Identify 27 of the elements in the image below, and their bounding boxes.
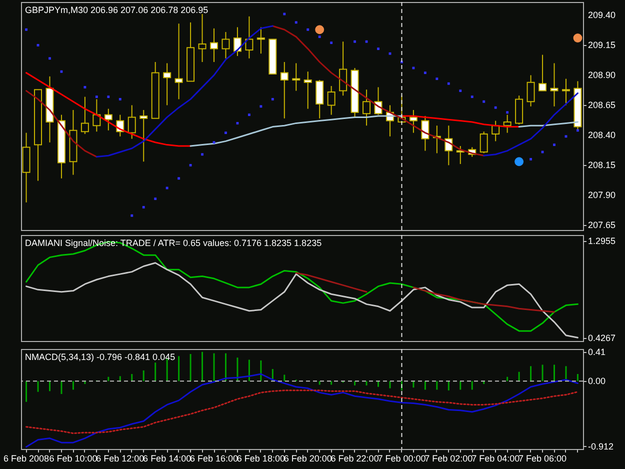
y-tick-label: -0.912: [588, 441, 614, 452]
x-tick-label: 7 Feb 00:00: [378, 454, 426, 464]
y-tick-label: 0.4267: [588, 333, 616, 344]
y-tick-label: 0.00: [588, 376, 606, 386]
y-tick-label: 208.90: [588, 70, 616, 80]
x-tick-label: 6 Feb 14:00: [143, 454, 192, 464]
x-tick-label: 7 Feb 04:00: [472, 454, 520, 464]
y-tick-label: 209.15: [588, 40, 616, 50]
chart-title: NMACD(5,34,13) -0.796 -0.841 0.045: [25, 352, 176, 362]
y-tick-label: 207.90: [588, 190, 616, 200]
x-tick-label: 6 Feb 22:00: [330, 454, 379, 464]
y-tick-label: 208.40: [588, 130, 616, 140]
x-tick-label: 6 Feb 20:00: [284, 454, 332, 464]
x-tick-label: 6 Feb 16:00: [190, 454, 238, 464]
y-tick-label: 209.40: [588, 10, 616, 20]
x-tick-label: 6 Feb 12:00: [96, 454, 144, 464]
x-tick-label: 7 Feb 06:00: [518, 454, 567, 464]
y-tick-label: 208.15: [588, 160, 616, 170]
y-tick-label: 1.2955: [588, 236, 616, 246]
y-tick-label: 208.65: [588, 100, 616, 110]
y-tick-label: 207.65: [588, 220, 616, 230]
x-tick-label: 7 Feb 02:00: [424, 454, 473, 464]
x-tick-label: 6 Feb 18:00: [236, 454, 285, 464]
chart-title: GBPJPYm,M30 206.96 207.06 206.78 206.95: [25, 5, 208, 15]
x-tick-label: 6 Feb 2008: [4, 454, 50, 464]
x-tick-label: 6 Feb 10:00: [49, 454, 98, 464]
y-tick-label: 0.41: [588, 346, 606, 357]
